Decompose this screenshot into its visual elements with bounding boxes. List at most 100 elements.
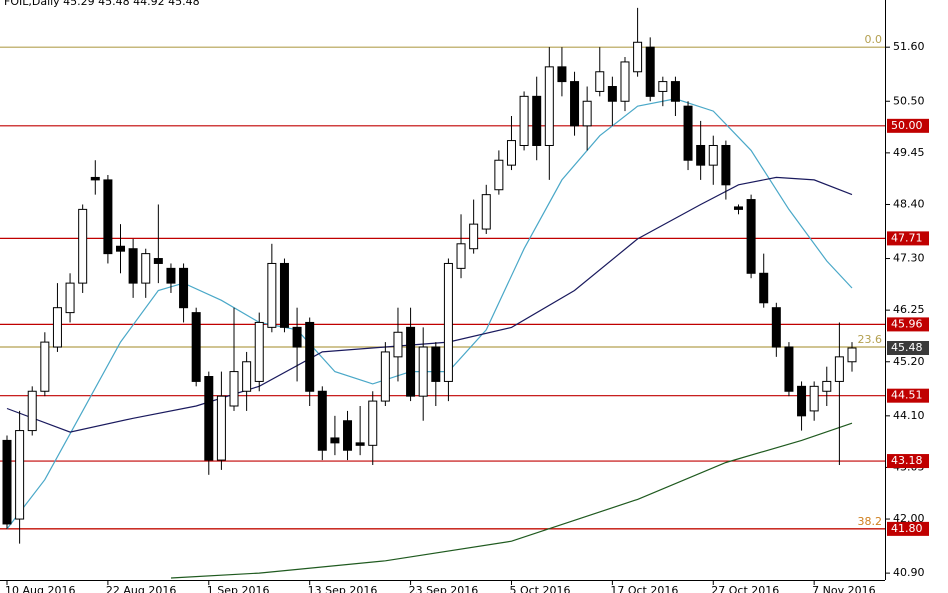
candle-body (494, 159, 504, 191)
x-tick-label: 23 Sep 2016 (409, 584, 479, 593)
candle-body (544, 66, 554, 146)
y-tick-label: 51.60 (893, 40, 925, 53)
candle-body (229, 371, 239, 407)
candle-body (570, 81, 580, 127)
candle-body (443, 262, 453, 382)
candle-body (380, 351, 390, 402)
y-tick-label: 47.30 (893, 252, 925, 265)
candle-body (406, 326, 416, 397)
last-price-label: 45.48 (891, 341, 923, 354)
candle-body (393, 331, 403, 358)
candle-body (784, 346, 794, 392)
x-tick-label: 7 Nov 2016 (812, 584, 875, 593)
candle-body (179, 267, 189, 309)
candle-body (822, 380, 832, 392)
y-tick-label: 42.00 (893, 512, 925, 525)
level-label: 47.71 (891, 231, 923, 244)
candle-body (620, 61, 630, 102)
candle-body (116, 245, 126, 252)
y-tick-label: 50.50 (893, 94, 925, 107)
y-tick-label: 48.40 (893, 197, 925, 210)
candle-body (658, 81, 668, 92)
candle-body (746, 199, 756, 274)
candle-body (645, 46, 655, 97)
candle-body (191, 312, 201, 382)
y-tick-label: 45.20 (893, 355, 925, 368)
candle-body (141, 253, 151, 284)
level-box (887, 317, 929, 332)
level-label: 43.18 (891, 454, 923, 467)
candle-body (330, 437, 340, 444)
candle-body (40, 341, 50, 392)
candle-body (633, 41, 643, 73)
candle-body (733, 206, 743, 210)
candle-body (721, 144, 731, 186)
candle-body (52, 307, 62, 348)
candle-body (27, 390, 37, 432)
candle-body (343, 420, 353, 451)
x-tick-label: 22 Aug 2016 (106, 584, 176, 593)
candle-body (368, 400, 378, 446)
level-label: 44.51 (891, 389, 923, 402)
candle-body (670, 81, 680, 102)
candle-body (506, 140, 516, 166)
candle-body (2, 439, 12, 525)
x-tick-label: 10 Aug 2016 (5, 584, 75, 593)
level-box (887, 388, 929, 403)
candle-body (254, 321, 264, 382)
y-tick-label: 44.10 (893, 409, 925, 422)
moving-average (6, 98, 853, 530)
level-box (887, 454, 929, 469)
candle-body (355, 442, 365, 446)
candle-body (582, 100, 592, 127)
fib-label: 38.2 (858, 515, 883, 528)
candle-body (78, 208, 88, 284)
candle-body (456, 243, 466, 269)
candle-body (166, 267, 176, 284)
level-label: 45.96 (891, 317, 923, 330)
level-label: 41.80 (891, 522, 923, 535)
candle-body (557, 66, 567, 83)
candle-body (683, 105, 693, 161)
candle-body (279, 262, 289, 328)
candle-body (204, 376, 214, 461)
last-price-box (887, 341, 929, 355)
level-box (887, 118, 929, 133)
candle-body (90, 176, 100, 181)
candle-body (532, 95, 542, 146)
x-tick-label: 27 Oct 2016 (711, 584, 779, 593)
candle-body (696, 144, 706, 166)
fib-label: 23.6 (858, 333, 883, 346)
candle-body (15, 430, 25, 520)
x-tick-label: 13 Sep 2016 (308, 584, 378, 593)
candle-body (267, 262, 277, 328)
y-tick-label: 46.25 (893, 303, 925, 316)
candle-body (292, 326, 302, 348)
candle-body (834, 356, 844, 382)
chart-header: FOIL,Daily 45.29 45.48 44.92 45.48 (4, 0, 200, 8)
candle-body (216, 395, 226, 461)
candle-body (65, 282, 75, 314)
candle-body (128, 248, 138, 284)
y-tick-label: 49.45 (893, 146, 925, 159)
moving-average (6, 176, 853, 433)
candle-body (595, 71, 605, 92)
x-tick-label: 5 Oct 2016 (509, 584, 570, 593)
candle-body (759, 272, 769, 304)
candle-body (153, 258, 163, 264)
x-tick-label: 1 Sep 2016 (207, 584, 270, 593)
candle-body (809, 385, 819, 412)
candle-body (519, 95, 529, 146)
fib-label: 0.0 (865, 33, 883, 46)
candle-body (771, 307, 781, 348)
moving-average (170, 422, 853, 579)
x-tick-label: 17 Oct 2016 (610, 584, 678, 593)
candle-body (607, 86, 617, 102)
candle-body (469, 223, 479, 250)
y-tick-label: 40.90 (893, 566, 925, 579)
candle-body (847, 347, 857, 363)
candle-body (242, 361, 252, 392)
level-box (887, 231, 929, 246)
